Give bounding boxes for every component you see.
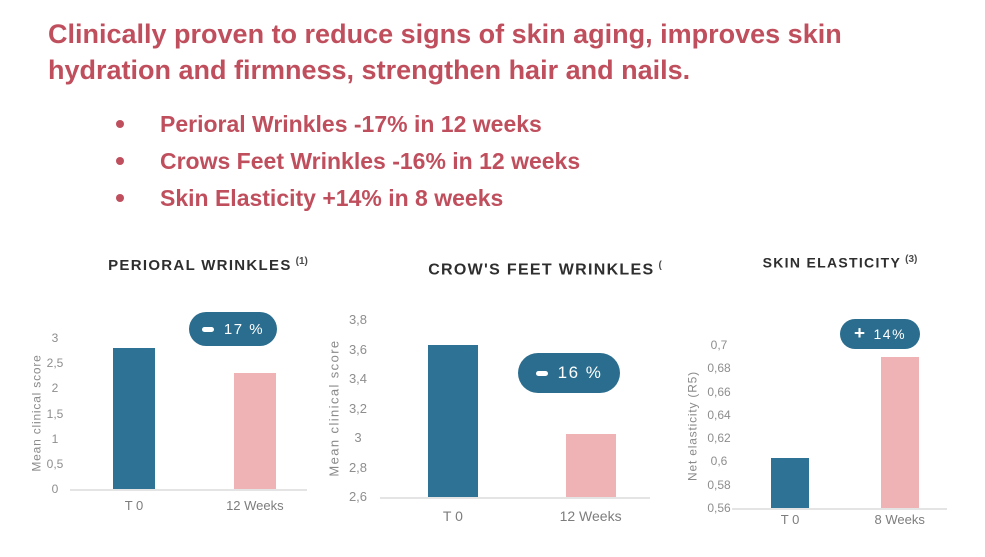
y-axis-label: Mean clinical score [326, 339, 342, 477]
y-tick-label: 3,8 [348, 312, 368, 327]
chart-title: CROW'S FEET WRINKLES( [405, 260, 685, 279]
y-tick-label: 3 [51, 331, 59, 345]
page-title-line1: Clinically proven to reduce signs of ski… [48, 19, 842, 49]
y-tick-label: 0 [51, 482, 59, 496]
chart-reference: (3) [905, 254, 918, 265]
x-tick-label: T 0 [780, 512, 800, 527]
y-tick-label: 0,56 [707, 501, 731, 515]
badge-value: 17 % [223, 320, 265, 338]
y-tick-label: 2,8 [348, 459, 368, 475]
y-tick-label: 0,62 [707, 431, 731, 446]
y-axis-label: Net elasticity (R5) [685, 371, 700, 481]
x-tick-label: T 0 [124, 498, 144, 513]
change-badge: 17 % [189, 312, 277, 346]
change-badge: 16 % [518, 353, 620, 393]
bar-t0 [427, 345, 478, 497]
chart-crows-feet-wrinkles: CROW'S FEET WRINKLES( Mean clinical scor… [325, 240, 662, 557]
y-tick-label: 0,5 [46, 456, 64, 471]
minus-icon [201, 326, 214, 332]
plot-area [380, 320, 650, 499]
bullet-perioral-wrinkles: Perioral Wrinkles -17% in 12 weeks [112, 110, 580, 147]
y-axis-ticks: 0,56 0,58 0,6 0,62 0,64 0,66 0,68 0,7 [704, 338, 734, 515]
page-title-line2: hydration and firmness, strengthen hair … [48, 55, 691, 85]
y-tick-label: 2,6 [348, 489, 368, 504]
chart-title: PERIORAL WRINKLES (1) [88, 256, 328, 274]
chart-title-text: SKIN ELASTICITY [762, 254, 902, 271]
bullet-icon [116, 120, 124, 128]
y-tick-label: 0,64 [707, 407, 731, 422]
bullet-skin-elasticity: Skin Elasticity +14% in 8 weeks [112, 184, 580, 221]
x-tick-label: 12 Weeks [559, 508, 622, 524]
bullet-icon [116, 194, 124, 202]
change-badge: + 14% [840, 319, 920, 349]
bullet-text: Crows Feet Wrinkles -16% in 12 weeks [160, 148, 581, 174]
chart-title-text: CROW'S FEET WRINKLES [428, 261, 655, 279]
x-tick-label: T 0 [442, 508, 463, 524]
y-tick-label: 3,4 [348, 371, 368, 386]
badge-value: 16 % [557, 363, 603, 382]
y-tick-label: 2 [51, 381, 59, 396]
bullet-icon [116, 157, 124, 165]
chart-reference: ( [658, 260, 662, 271]
chart-skin-elasticity: SKIN ELASTICITY (3) Net elasticity (R5) 0… [680, 240, 980, 557]
minus-icon [535, 370, 548, 376]
chart-title: SKIN ELASTICITY (3) [710, 254, 970, 271]
chart-perioral-wrinkles: PERIORAL WRINKLES (1) Mean clinical score… [25, 240, 335, 552]
chart-reference: (1) [295, 256, 308, 267]
y-tick-label: 0,6 [710, 454, 728, 469]
highlights-list: Perioral Wrinkles -17% in 12 weeks Crows… [112, 110, 580, 221]
page-title: Clinically proven to reduce signs of ski… [48, 16, 948, 88]
bullet-crows-feet-wrinkles: Crows Feet Wrinkles -16% in 12 weeks [112, 147, 580, 184]
y-tick-label: 3 [354, 430, 362, 445]
chart-title-text: PERIORAL WRINKLES [108, 257, 292, 274]
bar-followup [565, 433, 616, 497]
y-tick-label: 0,68 [707, 361, 731, 376]
bullet-text: Skin Elasticity +14% in 8 weeks [160, 185, 504, 211]
bar-followup [233, 373, 276, 489]
plot-area [70, 338, 307, 491]
y-tick-label: 1,5 [46, 406, 64, 421]
y-axis-ticks: 2,6 2,8 3 3,2 3,4 3,6 3,8 [343, 313, 373, 504]
y-tick-label: 2,5 [46, 356, 64, 371]
x-tick-label: 8 Weeks [874, 512, 925, 527]
bar-t0 [771, 457, 810, 508]
y-tick-label: 3,6 [348, 341, 368, 357]
x-tick-label: 12 Weeks [226, 498, 284, 513]
y-tick-label: 0,66 [707, 384, 731, 399]
bullet-text: Perioral Wrinkles -17% in 12 weeks [160, 111, 542, 137]
bar-t0 [112, 348, 155, 489]
bar-followup [880, 356, 919, 508]
y-tick-label: 0,58 [707, 477, 731, 492]
y-axis-ticks: 0 0,5 1 1,5 2 2,5 3 [41, 331, 69, 496]
badge-value: 14% [873, 326, 907, 342]
y-tick-label: 3,2 [348, 400, 368, 416]
y-tick-label: 1 [51, 431, 59, 446]
plot-area [732, 345, 947, 510]
y-tick-label: 0,7 [710, 338, 728, 352]
